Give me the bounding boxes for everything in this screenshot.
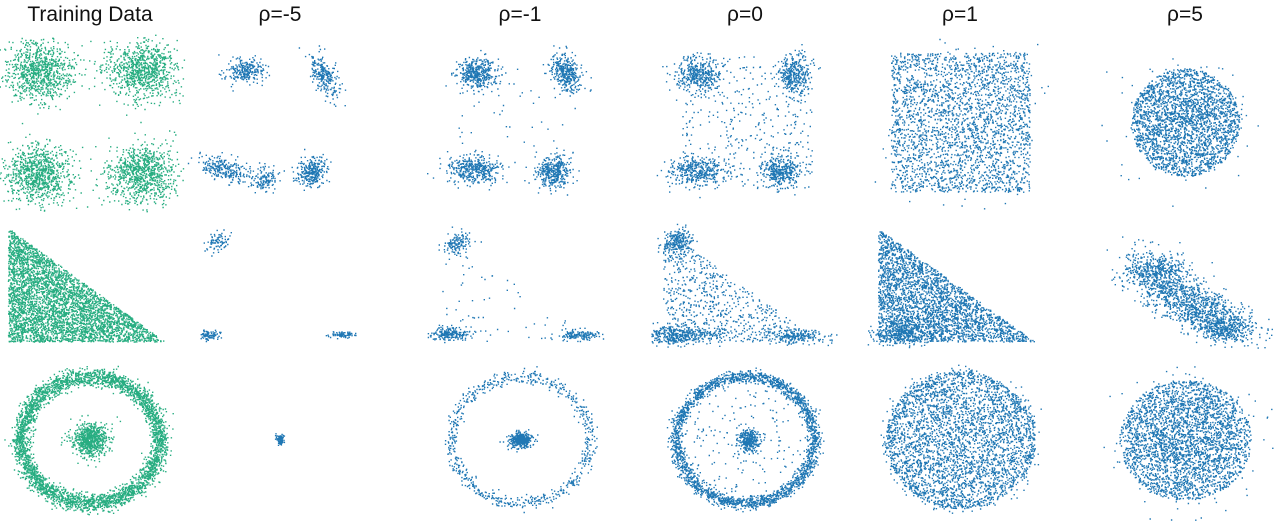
- scatter-panel-r2-c4: [870, 357, 1050, 522]
- scatter-points-r1-c4: [867, 231, 1035, 349]
- scatter-points-r2-c5: [1103, 366, 1274, 521]
- scatter-point-marks: [867, 231, 1035, 349]
- scatter-point-marks: [1103, 366, 1274, 521]
- scatter-panel-r0-c2: [427, 37, 610, 207]
- scatter-panel-r2-c5: [1095, 357, 1275, 522]
- scatter-plot-r0-c1: [187, 45, 347, 194]
- column-title-4: ρ=1: [942, 3, 978, 26]
- scatter-plot-r1-c2: [427, 226, 605, 344]
- scatter-points-r0-c3: [656, 44, 821, 199]
- scatter-points-r1-c1: [200, 229, 357, 343]
- column-title-2: ρ=-1: [498, 3, 542, 26]
- scatter-point-marks: [666, 367, 825, 513]
- scatter-plot-r2-c1: [274, 433, 286, 446]
- scatter-plot-r1-c3: [651, 223, 838, 348]
- scatter-points-r1-c5: [1106, 236, 1273, 349]
- scatter-points-r1-c0: [7, 230, 165, 343]
- scatter-plot-r0-c0: [0, 34, 186, 213]
- scatter-panel-r0-c0: [0, 34, 186, 213]
- scatter-panel-r1-c5: [1095, 222, 1275, 349]
- column-title-0: Training Data: [27, 3, 153, 26]
- scatter-point-marks: [1101, 58, 1259, 207]
- scatter-point-marks: [444, 366, 598, 514]
- scatter-panel-r2-c0: [0, 357, 180, 522]
- column-title-1: ρ=-5: [258, 3, 302, 26]
- scatter-plot-r2-c5: [1103, 366, 1274, 521]
- scatter-plot-r2-c2: [444, 366, 598, 514]
- scatter-point-marks: [427, 226, 605, 344]
- scatter-points-r2-c0: [4, 365, 174, 516]
- column-title-5: ρ=5: [1167, 3, 1203, 26]
- scatter-plot-r1-c0: [7, 230, 165, 343]
- scatter-plot-r1-c5: [1106, 236, 1273, 349]
- scatter-points-r0-c5: [1101, 58, 1259, 207]
- scatter-panel-r2-c1: [190, 357, 370, 522]
- scatter-points-r0-c2: [427, 45, 592, 196]
- scatter-point-marks: [7, 230, 165, 343]
- scatter-points-r0-c4: [874, 38, 1049, 210]
- scatter-points-r1-c3: [651, 223, 838, 348]
- scatter-points-r2-c4: [880, 364, 1042, 514]
- scatter-points-r1-c2: [427, 226, 605, 344]
- scatter-plot-r2-c0: [4, 365, 174, 516]
- scatter-points-r2-c3: [666, 367, 825, 513]
- scatter-point-marks: [0, 34, 186, 213]
- scatter-point-marks: [427, 45, 592, 196]
- scatter-points-r2-c2: [444, 366, 598, 514]
- scatter-panel-r1-c1: [190, 222, 370, 347]
- scatter-plot-r0-c5: [1101, 58, 1259, 207]
- scatter-point-marks: [274, 433, 286, 446]
- scatter-panel-r1-c2: [427, 222, 610, 347]
- scatter-panel-r2-c2: [430, 357, 610, 522]
- scatter-points-r2-c1: [274, 433, 286, 446]
- scatter-panel-r1-c3: [651, 222, 838, 348]
- scatter-plot-r1-c1: [200, 229, 357, 343]
- scatter-points-r0-c1: [187, 45, 347, 194]
- scatter-panel-r1-c4: [867, 222, 1050, 349]
- column-title-3: ρ=0: [727, 3, 763, 26]
- scatter-plot-r2-c3: [666, 367, 825, 513]
- scatter-point-marks: [874, 38, 1049, 210]
- scatter-panel-r1-c0: [0, 222, 180, 347]
- scatter-plot-r0-c2: [427, 45, 592, 196]
- scatter-point-marks: [880, 364, 1042, 514]
- scatter-panel-r0-c5: [1095, 37, 1275, 207]
- scatter-panel-r2-c3: [655, 357, 835, 522]
- scatter-point-marks: [4, 365, 174, 516]
- scatter-point-marks: [200, 229, 357, 343]
- scatter-point-marks: [1106, 236, 1273, 349]
- scatter-points-r0-c0: [0, 34, 186, 213]
- scatter-plot-r1-c4: [867, 231, 1035, 349]
- scatter-point-marks: [187, 45, 347, 194]
- scatter-panel-r0-c4: [870, 37, 1050, 210]
- scatter-plot-r2-c4: [880, 364, 1042, 514]
- scatter-point-marks: [656, 44, 821, 199]
- scatter-plot-r0-c4: [874, 38, 1049, 210]
- scatter-panel-r0-c1: [187, 37, 370, 207]
- scatter-panel-r0-c3: [655, 37, 835, 207]
- scatter-point-marks: [651, 223, 838, 348]
- scatter-plot-r0-c3: [656, 44, 821, 199]
